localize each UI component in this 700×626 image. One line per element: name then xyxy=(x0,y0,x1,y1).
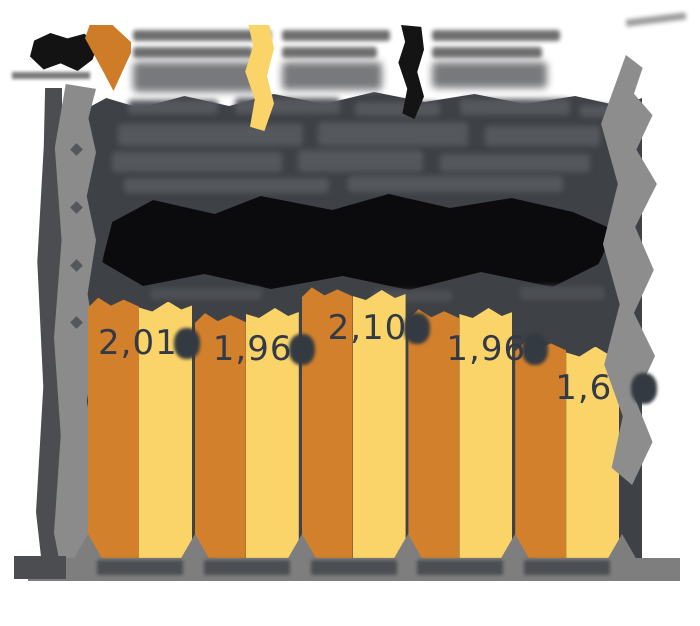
logo-subtext-smear xyxy=(12,72,90,79)
bar-orange-group-5 xyxy=(515,341,567,560)
axis-notch xyxy=(179,534,210,560)
axis-notch xyxy=(607,534,637,560)
axis-notch xyxy=(393,534,424,560)
bar-orange-group-3 xyxy=(301,287,353,560)
legend-label-smear xyxy=(432,62,547,88)
top-right-streak xyxy=(625,12,687,27)
smeared-text-row xyxy=(128,100,218,114)
x-axis-label-smear xyxy=(310,560,397,575)
smeared-text-row xyxy=(440,154,590,172)
legend-label-smear xyxy=(432,47,542,58)
legend-label-smear xyxy=(282,47,377,58)
x-axis-label-smear xyxy=(97,560,183,575)
bar-value-label: 2,01 xyxy=(98,322,178,363)
bar-value-label: 1,96 xyxy=(212,328,293,369)
obscured-digit-blob xyxy=(288,333,315,365)
axis-notch xyxy=(286,534,317,560)
smeared-text-row xyxy=(298,150,423,172)
smeared-text-row xyxy=(150,288,262,300)
smeared-text-row xyxy=(485,126,600,146)
legend-label-smear xyxy=(133,47,253,58)
legend-label-smear xyxy=(282,30,390,41)
x-axis-label-smear xyxy=(417,560,504,575)
obscured-digit-blob xyxy=(174,327,200,359)
legend-label-smear xyxy=(133,30,271,41)
x-axis-label-smear xyxy=(203,560,290,575)
axis-notch xyxy=(500,534,531,560)
obscured-digit-blob xyxy=(631,372,658,404)
smeared-text-row xyxy=(112,152,282,172)
legend-label-smear xyxy=(133,62,258,92)
bar-orange-group-4 xyxy=(408,309,460,560)
bar-yellow-group-4 xyxy=(459,307,513,560)
bar-value-label: 2,10 xyxy=(327,307,408,348)
bar-value-label: 1,96 xyxy=(446,328,527,369)
smeared-text-row xyxy=(235,98,340,114)
bar-yellow-group-5 xyxy=(566,346,620,560)
x-axis-left-block xyxy=(14,556,66,579)
smeared-text-row xyxy=(355,102,440,116)
x-axis-label-smear xyxy=(524,560,611,575)
obscured-digit-blob xyxy=(522,333,549,365)
smeared-text-row xyxy=(118,124,303,146)
smeared-text-row xyxy=(318,122,468,146)
smeared-text-row xyxy=(520,286,605,300)
bar-orange-group-1 xyxy=(88,297,139,560)
smeared-title-mass xyxy=(102,194,614,290)
smeared-text-row xyxy=(580,105,610,117)
axis-notch xyxy=(73,534,103,560)
smeared-text-row xyxy=(460,99,570,115)
bar-orange-group-2 xyxy=(194,313,246,560)
legend-label-smear xyxy=(282,62,382,90)
legend-label-smear xyxy=(432,30,560,41)
smeared-text-row xyxy=(124,178,329,193)
smeared-text-row xyxy=(348,176,563,192)
obscured-digit-blob xyxy=(403,312,430,344)
bar-yellow-group-3 xyxy=(352,289,406,560)
